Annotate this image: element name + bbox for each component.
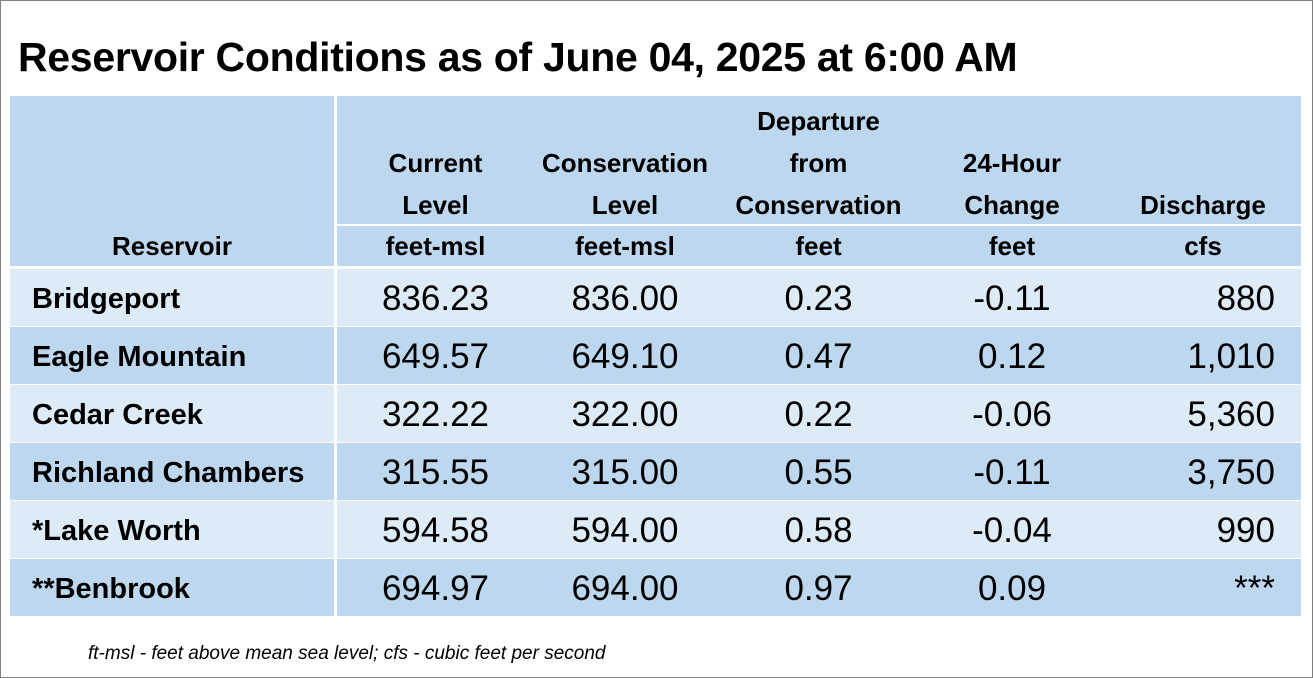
table-row-cedar-creek: Cedar Creek 322.22 322.00 0.22 -0.06 5,3…	[10, 385, 1301, 443]
header-unit: feet-msl	[575, 231, 675, 261]
table-row-benbrook: **Benbrook 694.97 694.00 0.97 0.09 ***	[10, 559, 1301, 617]
change-value: -0.11	[973, 279, 1051, 318]
conservation-level-value: 315.00	[571, 453, 679, 492]
header-unit: cfs	[1184, 231, 1222, 261]
reservoir-name: **Benbrook	[32, 573, 190, 605]
change-value: 0.12	[977, 337, 1047, 376]
header-separator	[10, 266, 1301, 269]
reservoir-name: Cedar Creek	[32, 399, 203, 431]
row-divider	[334, 443, 337, 500]
header-label-line: Change	[964, 190, 1060, 220]
header-departure: Departure from Conservation feet	[716, 96, 921, 266]
departure-value: 0.23	[784, 279, 853, 318]
departure-value: 0.97	[784, 569, 853, 608]
change-value: 0.09	[977, 569, 1047, 608]
header-reservoir-label: Reservoir	[112, 231, 232, 261]
reservoir-name: Eagle Mountain	[32, 341, 247, 373]
conservation-level-value: 594.00	[571, 511, 679, 550]
header-label-line: from	[789, 148, 848, 178]
reservoir-table: Reservoir Current Level feet-msl Conserv…	[10, 96, 1301, 617]
table-row-eagle-mountain: Eagle Mountain 649.57 649.10 0.47 0.12 1…	[10, 327, 1301, 385]
conservation-level-value: 322.00	[571, 395, 679, 434]
header-unit: feet-msl	[385, 231, 486, 261]
reservoir-name: Bridgeport	[32, 283, 181, 315]
footnote: ft-msl - feet above mean sea level; cfs …	[88, 643, 606, 664]
conservation-level-value: 836.00	[571, 279, 679, 318]
conservation-level-value: 649.10	[571, 337, 679, 376]
header-label-line: Level	[591, 190, 659, 220]
current-level-value: 315.55	[381, 453, 490, 492]
row-divider	[334, 385, 337, 442]
header-discharge: Discharge cfs	[1103, 96, 1303, 266]
reservoir-name: Richland Chambers	[32, 457, 305, 489]
header-divider-vertical	[334, 96, 337, 266]
table-row-bridgeport: Bridgeport 836.23 836.00 0.23 -0.11 880	[10, 269, 1301, 327]
header-current-level: Current Level feet-msl	[337, 96, 534, 266]
page-title: Reservoir Conditions as of June 04, 2025…	[18, 34, 1018, 80]
current-level-value: 322.22	[381, 395, 490, 434]
header-24hour-change: 24-Hour Change feet	[921, 96, 1103, 266]
row-divider	[334, 559, 337, 616]
current-level-value: 649.57	[381, 337, 490, 376]
header-reservoir: Reservoir	[10, 96, 334, 266]
current-level-value: 836.23	[381, 279, 490, 318]
header-label-line: Departure	[757, 106, 880, 136]
current-level-value: 694.97	[381, 569, 490, 608]
row-divider	[334, 501, 337, 558]
change-value: -0.06	[972, 395, 1052, 434]
departure-value: 0.22	[784, 395, 853, 434]
header-label-line: Conservation	[735, 190, 902, 220]
table-header: Reservoir Current Level feet-msl Conserv…	[10, 96, 1301, 266]
table-row-richland-chambers: Richland Chambers 315.55 315.00 0.55 -0.…	[10, 443, 1301, 501]
header-label-line: Level	[402, 190, 469, 220]
change-value: -0.04	[972, 511, 1052, 550]
row-divider	[334, 269, 337, 326]
discharge-value: ***	[1234, 569, 1275, 608]
conservation-level-value: 694.00	[571, 569, 679, 608]
header-label-line: Current	[388, 148, 483, 178]
table-row-lake-worth: *Lake Worth 594.58 594.00 0.58 -0.04 990	[10, 501, 1301, 559]
discharge-value: 3,750	[1187, 453, 1275, 492]
departure-value: 0.55	[784, 453, 853, 492]
header-label-line: Conservation	[541, 148, 709, 178]
reservoir-name: *Lake Worth	[32, 515, 201, 547]
row-divider	[334, 327, 337, 384]
header-label-line: 24-Hour	[962, 148, 1062, 178]
header-unit: feet	[795, 231, 842, 261]
departure-value: 0.47	[784, 337, 853, 376]
header-label-line: Discharge	[1140, 190, 1266, 220]
current-level-value: 594.58	[381, 511, 490, 550]
change-value: -0.11	[973, 453, 1051, 492]
header-conservation-level: Conservation Level feet-msl	[534, 96, 716, 266]
departure-value: 0.58	[784, 511, 853, 550]
discharge-value: 990	[1216, 511, 1275, 550]
header-divider-horizontal	[334, 224, 1301, 226]
discharge-value: 5,360	[1187, 395, 1275, 434]
discharge-value: 1,010	[1187, 337, 1275, 376]
header-unit: feet	[988, 231, 1036, 261]
discharge-value: 880	[1216, 279, 1275, 318]
